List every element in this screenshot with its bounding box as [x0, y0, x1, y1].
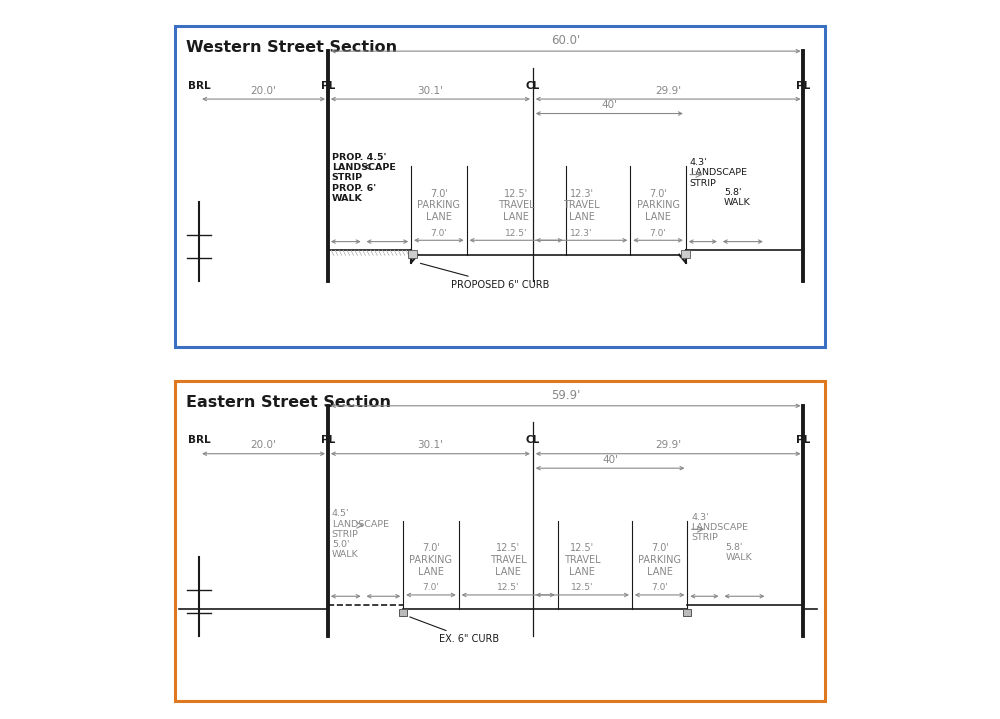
Bar	[399, 610, 407, 616]
Text: CL: CL	[526, 81, 540, 91]
Text: 40': 40'	[601, 100, 617, 110]
Text: 60.0': 60.0'	[551, 35, 580, 47]
Text: CL: CL	[526, 435, 540, 445]
Text: 7.0': 7.0'	[650, 229, 666, 238]
Text: 59.9': 59.9'	[551, 389, 580, 402]
Text: 7.0': 7.0'	[651, 583, 668, 592]
Text: Western Street Section: Western Street Section	[186, 40, 397, 55]
Text: PROP. 6'
WALK: PROP. 6' WALK	[332, 184, 376, 203]
Text: PROPOSED 6" CURB: PROPOSED 6" CURB	[420, 263, 549, 290]
Text: 4.5'
LANDSCAPE
STRIP: 4.5' LANDSCAPE STRIP	[332, 509, 389, 539]
Text: 5.8'
WALK: 5.8' WALK	[724, 188, 751, 208]
Text: EX. 6" CURB: EX. 6" CURB	[410, 617, 499, 644]
Text: 7.0'
PARKING
LANE: 7.0' PARKING LANE	[417, 188, 460, 222]
Text: PL: PL	[796, 81, 811, 91]
Text: 40': 40'	[602, 455, 618, 465]
Text: PROP. 4.5'
LANDSCAPE
STRIP: PROP. 4.5' LANDSCAPE STRIP	[332, 152, 396, 183]
Text: 12.5': 12.5'	[571, 583, 594, 592]
Text: 7.0'
PARKING
LANE: 7.0' PARKING LANE	[409, 544, 452, 577]
Text: 30.1': 30.1'	[417, 441, 443, 450]
Text: 12.3': 12.3'	[570, 229, 593, 238]
Text: 5.8'
WALK: 5.8' WALK	[725, 543, 752, 562]
Text: 7.0': 7.0'	[423, 583, 439, 592]
Text: 4.3'
LANDSCAPE
STRIP: 4.3' LANDSCAPE STRIP	[691, 513, 748, 542]
Text: 20.0': 20.0'	[251, 441, 276, 450]
Text: Eastern Street Section: Eastern Street Section	[186, 395, 391, 410]
Text: PL: PL	[796, 435, 811, 445]
Text: BRL: BRL	[188, 435, 211, 445]
Text: 29.9': 29.9'	[655, 441, 681, 450]
Text: PL: PL	[321, 81, 335, 91]
Text: 12.5': 12.5'	[497, 583, 519, 592]
Text: 12.5'
TRAVEL
LANE: 12.5' TRAVEL LANE	[564, 544, 601, 577]
Bar	[408, 250, 417, 258]
Text: 12.5': 12.5'	[505, 229, 527, 238]
Text: 12.3'
TRAVEL
LANE: 12.3' TRAVEL LANE	[563, 188, 600, 222]
Text: 5.0'
WALK: 5.0' WALK	[332, 540, 359, 559]
Bar	[683, 610, 691, 616]
Text: PL: PL	[321, 435, 335, 445]
Text: 30.1': 30.1'	[417, 86, 443, 96]
Text: 29.9': 29.9'	[655, 86, 681, 96]
Text: 7.0'
PARKING
LANE: 7.0' PARKING LANE	[637, 188, 680, 222]
Text: 7.0'
PARKING
LANE: 7.0' PARKING LANE	[638, 544, 681, 577]
Text: 4.3'
LANDSCAPE
STRIP: 4.3' LANDSCAPE STRIP	[690, 158, 747, 188]
Text: 20.0': 20.0'	[251, 86, 276, 96]
Text: 12.5'
TRAVEL
LANE: 12.5' TRAVEL LANE	[498, 188, 534, 222]
Text: 12.5'
TRAVEL
LANE: 12.5' TRAVEL LANE	[490, 544, 527, 577]
Text: 7.0': 7.0'	[430, 229, 447, 238]
Bar	[681, 250, 690, 258]
Text: BRL: BRL	[188, 81, 211, 91]
